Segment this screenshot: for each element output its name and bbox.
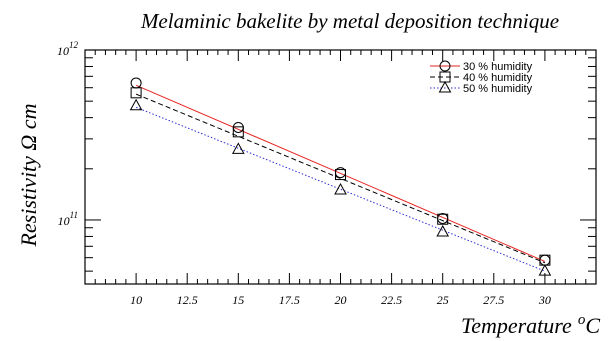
x-tick-label: 22.5 [381, 293, 402, 307]
legend-label: 30 % humidity [463, 61, 533, 73]
x-axis-label-text: Temperature [461, 313, 572, 338]
x-axis-label: Temperature oC [461, 312, 600, 338]
y-axis-label: Resistivity Ω cm [16, 104, 41, 248]
axis-ticks: 10 12.5 15 17.5 20 22.5 25 27.5 30 1012 1011 [57, 40, 597, 307]
fit-line-1 [135, 84, 546, 262]
x-tick-label: 15 [232, 293, 244, 307]
legend-label: 40 % humidity [463, 72, 533, 84]
data-point-triangle [334, 182, 347, 195]
data-point-triangle [129, 98, 143, 111]
x-tick-label: 17.5 [279, 293, 300, 307]
chart-title: Melaminic bakelite by metal deposition t… [140, 9, 559, 33]
data-point-triangle [231, 142, 245, 154]
data-point-square [232, 126, 244, 138]
legend-marker-triangle [438, 80, 452, 93]
fit-lines [135, 84, 546, 272]
legend-label: 50 % humidity [463, 83, 533, 95]
x-axis-label-unit: C [585, 313, 600, 338]
fit-line-3 [135, 106, 546, 272]
data-point-triangle [538, 264, 552, 276]
data-point-square [335, 169, 346, 181]
x-tick-label: 20 [335, 293, 347, 307]
fit-line-2 [135, 93, 546, 264]
data-markers [129, 77, 552, 276]
x-axis-label-degree: o [578, 312, 586, 328]
data-point-triangle [436, 224, 450, 237]
x-tick-label: 30 [538, 293, 551, 307]
data-point-square [130, 87, 142, 99]
x-tick-label: 25 [437, 293, 449, 307]
y-tick-label: 1012 [57, 40, 79, 58]
data-point-square [437, 213, 449, 225]
data-point-circle [130, 77, 142, 89]
x-tick-label: 12.5 [177, 293, 198, 307]
x-tick-label: 10 [130, 293, 142, 307]
legend-marker-circle [439, 60, 451, 72]
x-tick-label: 27.5 [483, 293, 504, 307]
y-tick-label: 1011 [58, 210, 78, 228]
